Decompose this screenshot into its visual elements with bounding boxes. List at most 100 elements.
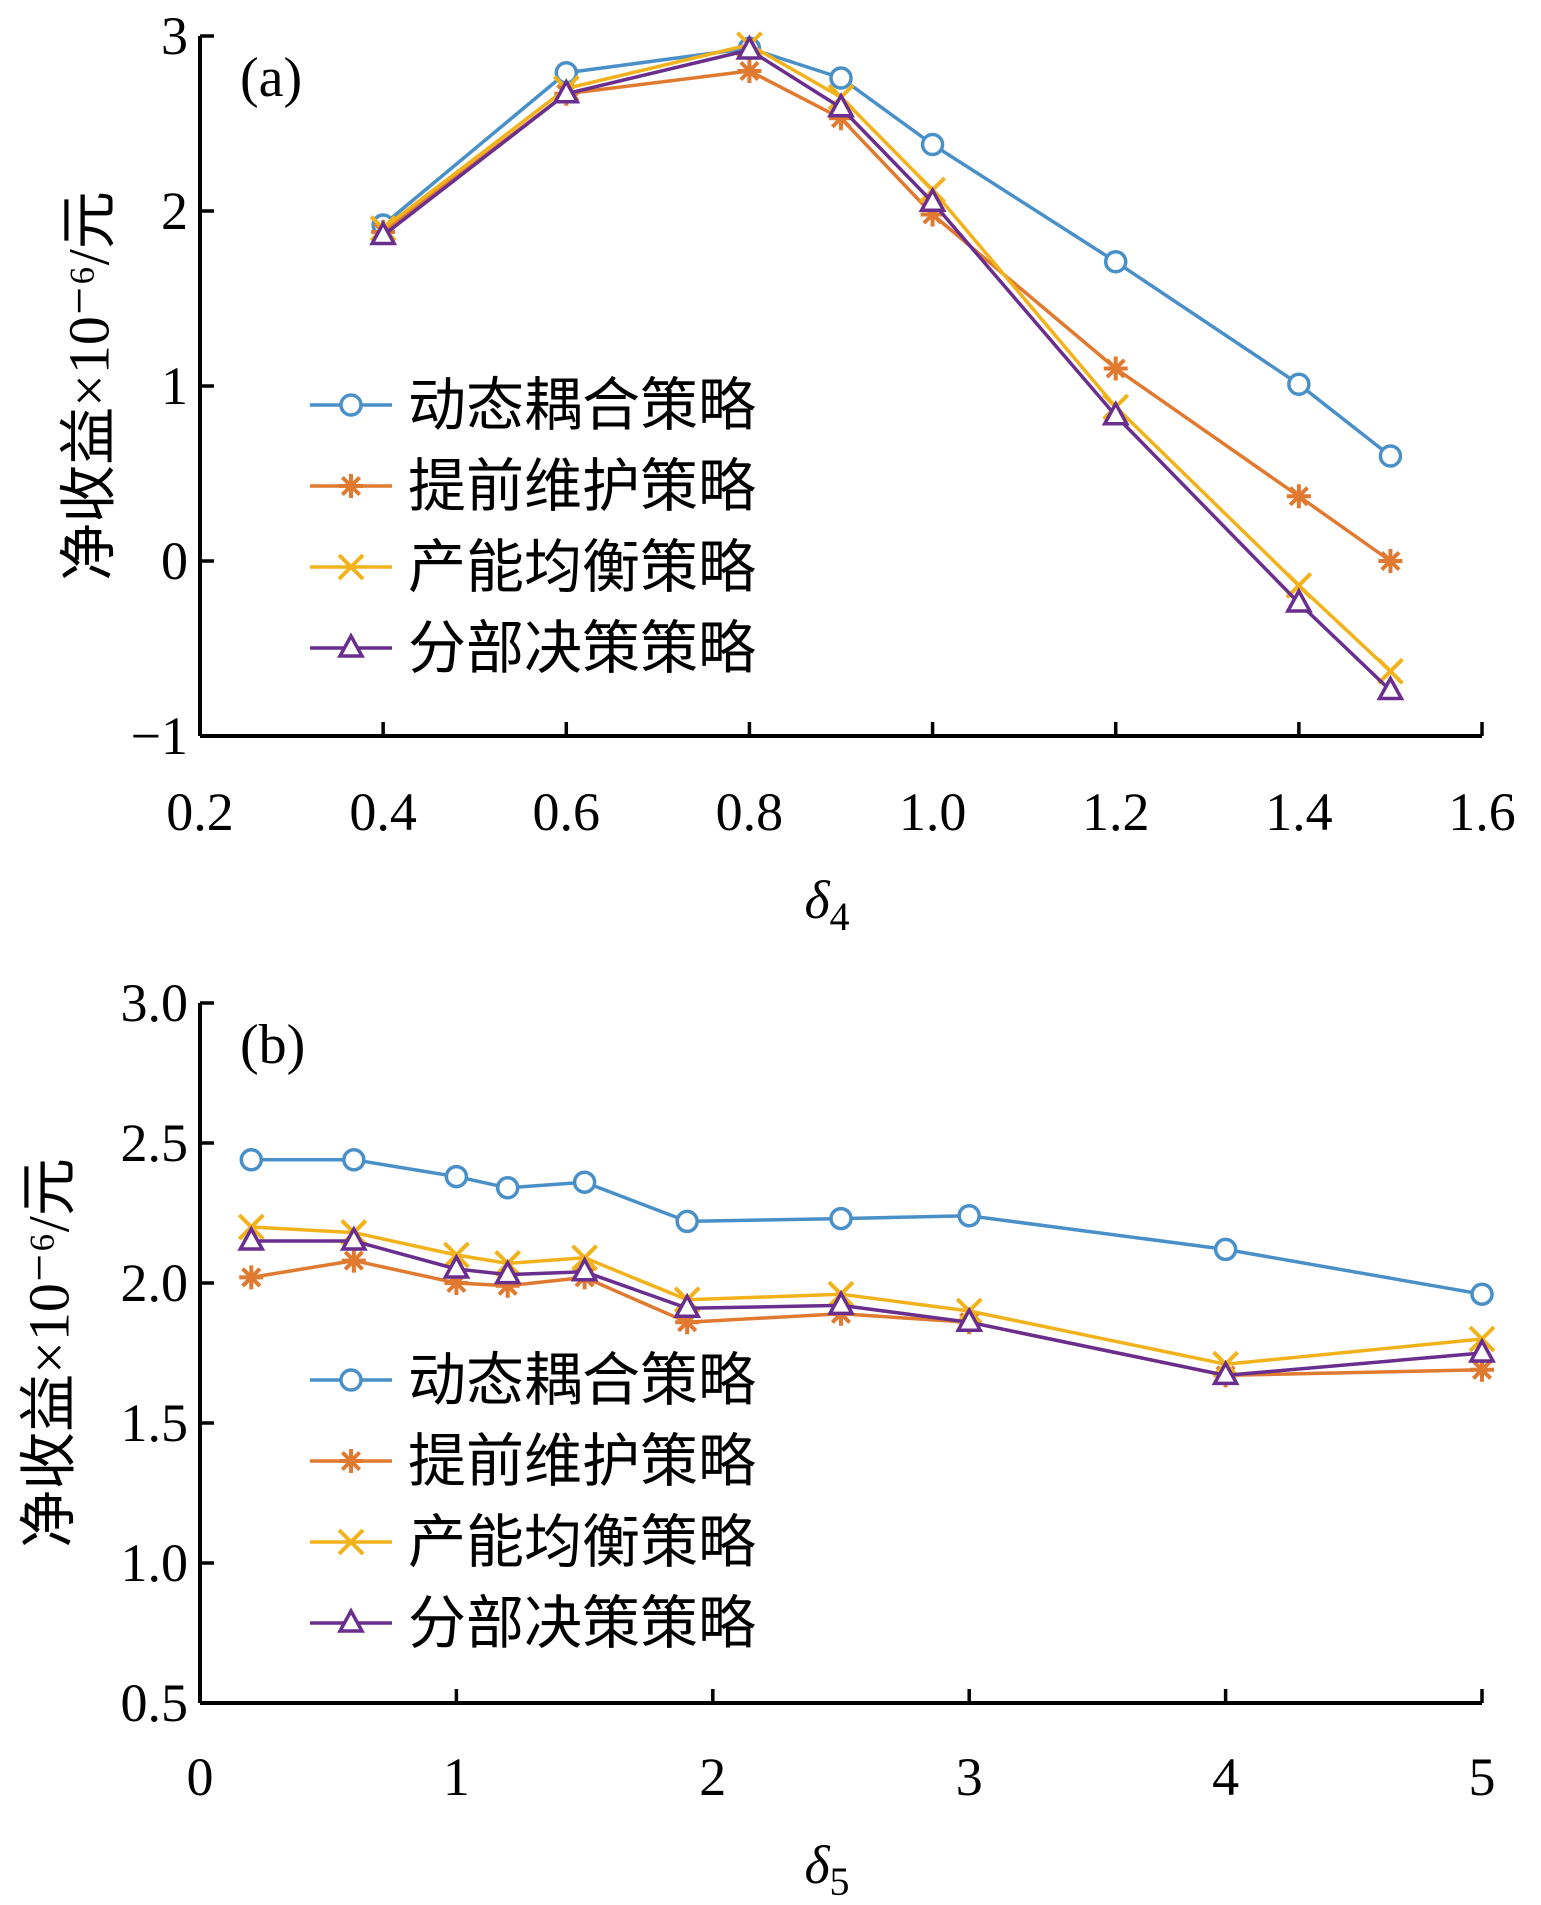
series-1 [239, 1148, 1494, 1306]
data-point [1103, 250, 1128, 274]
y-tick-label: 2 [161, 181, 188, 241]
series-line [251, 1239, 1483, 1378]
data-point [442, 1253, 471, 1279]
legend-item: 动态耦合策略 [310, 1348, 756, 1413]
data-point [920, 202, 945, 227]
x-tick-label: 2 [699, 1747, 726, 1807]
legend-marker [337, 1607, 365, 1633]
chart-panel-b: 0 1 2 3 4 5 0.5 1.0 1.5 2.0 2.5 3.0 (b) δ5 净收益×10⁻⁶/元 动… [16, 973, 1496, 1904]
y-tick-label: 3 [161, 6, 188, 66]
x-tick-label: 1.2 [1082, 782, 1150, 842]
x-tick-label: 0.6 [533, 782, 601, 842]
data-point [1378, 549, 1403, 573]
series-line [382, 48, 1392, 692]
data-point [493, 1258, 522, 1285]
data-point [737, 59, 762, 83]
data-point [1470, 1282, 1494, 1306]
y-tick-label: 3.0 [121, 973, 189, 1033]
data-point [829, 66, 853, 90]
x-tick-label: 0.8 [716, 782, 784, 842]
legend-item: 产能均衡策略 [310, 1510, 756, 1575]
data-point [673, 1292, 702, 1318]
series-4 [369, 34, 1405, 701]
legend-marker [339, 1368, 363, 1392]
chart-panel-a: 0.2 0.4 0.6 0.8 1.0 1.2 1.4 1.6 −1 0 1 2 3 (a) δ4 净收益×1… [56, 6, 1515, 939]
data-point [829, 106, 853, 131]
data-point [1468, 1337, 1496, 1363]
legend-marker [339, 474, 363, 498]
data-point [1470, 1357, 1494, 1382]
x-axis-label: δ4 [804, 870, 849, 939]
y-axis-label: 净收益×10⁻⁶/元 [16, 1158, 81, 1548]
legend-marker [339, 1449, 363, 1473]
y-tick-label: 2.5 [121, 1113, 189, 1173]
data-point [1211, 1359, 1240, 1386]
data-point [237, 1225, 266, 1251]
data-point [369, 219, 398, 246]
legend-label: 产能均衡策略 [408, 1510, 756, 1575]
x-tick-label: 1.4 [1265, 782, 1333, 842]
y-tick-label: −1 [131, 706, 188, 766]
data-point [1287, 372, 1311, 396]
data-point [444, 1164, 469, 1189]
data-point [1377, 657, 1404, 685]
legend-item: 提前维护策略 [310, 1429, 756, 1494]
data-point [341, 1248, 366, 1273]
y-tick-label: 1 [161, 356, 188, 416]
legend-item: 分部决策策略 [310, 1591, 756, 1656]
legend-label: 分部决策策略 [408, 1591, 756, 1656]
data-point [675, 1209, 699, 1234]
x-tick-label: 3 [956, 1747, 983, 1807]
legend-marker [337, 553, 365, 581]
series-line [251, 1225, 1483, 1366]
x-tick-label: 0.2 [166, 782, 234, 842]
y-tick-label: 1.5 [121, 1393, 189, 1453]
legend-label: 动态耦合策略 [408, 1348, 756, 1413]
series-line [251, 1158, 1483, 1296]
x-tick-label: 1.0 [899, 782, 967, 842]
legend-item: 动态耦合策略 [310, 373, 756, 438]
data-point [572, 1170, 597, 1194]
series-4 [237, 1225, 1496, 1386]
legend-item: 提前维护策略 [310, 454, 756, 519]
y-tick-label: 2.0 [121, 1253, 189, 1313]
y-tick-label: 0.5 [121, 1673, 189, 1733]
x-tick-label: 5 [1469, 1747, 1496, 1807]
data-point [495, 1273, 520, 1298]
legend-marker [339, 393, 363, 417]
data-point [552, 78, 581, 104]
y-tick-label: 1.0 [121, 1533, 189, 1593]
x-tick-label: 0.4 [349, 782, 417, 842]
data-point [827, 1289, 855, 1316]
data-point [918, 186, 947, 212]
series-line [382, 46, 1392, 458]
data-point [827, 92, 855, 118]
legend-label: 动态耦合策略 [408, 373, 756, 438]
panel-label: (b) [240, 1014, 305, 1076]
data-point [1284, 587, 1313, 613]
legend-label: 产能均衡策略 [408, 535, 756, 600]
legend-marker [337, 632, 365, 658]
x-axis-label: δ5 [804, 1835, 849, 1904]
x-tick-label: 0 [187, 1747, 214, 1807]
x-tick-label: 1 [443, 1747, 470, 1807]
data-point [342, 1148, 366, 1172]
y-tick-label: 0 [161, 531, 188, 591]
data-point [829, 1206, 853, 1231]
data-point [1213, 1237, 1238, 1262]
data-point [675, 1310, 700, 1335]
legend-label: 提前维护策略 [408, 1429, 756, 1494]
series-line [382, 69, 1392, 563]
data-point [735, 34, 764, 60]
data-point [570, 1256, 599, 1282]
data-point [444, 1271, 469, 1295]
legend-label: 提前维护策略 [408, 454, 756, 519]
legend-item: 产能均衡策略 [310, 535, 756, 600]
data-point [239, 1265, 264, 1290]
legend-marker [337, 1528, 365, 1556]
data-point [495, 1176, 520, 1200]
series-line [382, 43, 1392, 673]
